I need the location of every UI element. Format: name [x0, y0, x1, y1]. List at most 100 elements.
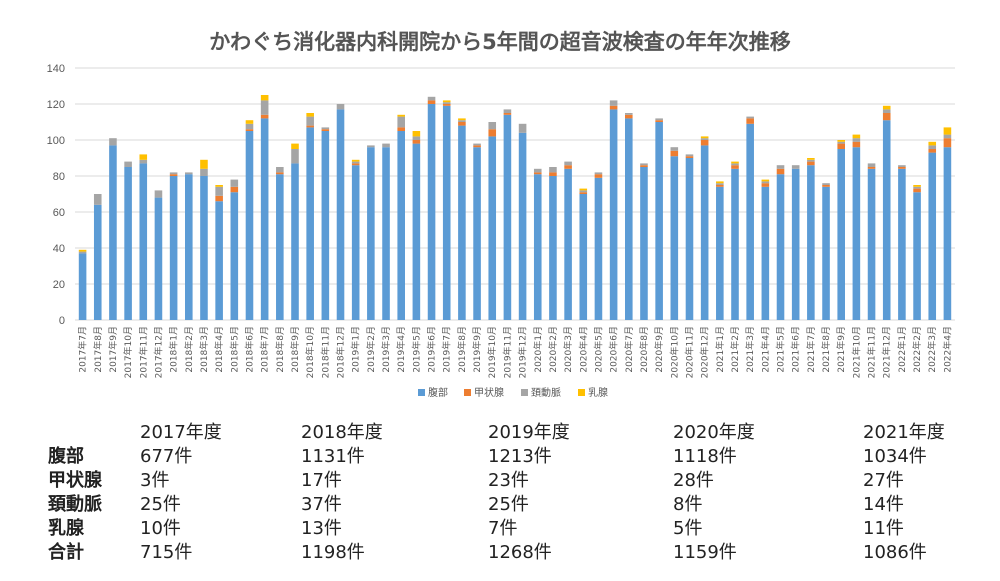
- bar-segment-腹部: [670, 156, 679, 320]
- bar-segment-頚動脈: [488, 122, 497, 130]
- y-axis-ticks: 0 20 40 60 80 100 120 140: [47, 63, 65, 327]
- bar-segment-腹部: [913, 192, 921, 320]
- summary-cell: 10件: [140, 518, 181, 539]
- bar-segment-頚動脈: [230, 179, 239, 187]
- bar-segment-乳腺: [579, 188, 588, 191]
- bar-segment-腹部: [245, 131, 254, 320]
- summary-cell: 1034件: [863, 446, 927, 467]
- bar-segment-頚動脈: [78, 251, 87, 254]
- bar-segment-頚動脈: [321, 127, 330, 130]
- bar-segment-頚動脈: [670, 147, 679, 151]
- bar-segment-甲状腺: [761, 183, 770, 187]
- x-tick-label: 2021年5月: [775, 326, 787, 373]
- bar-segment-乳腺: [200, 159, 208, 169]
- legend-label: 甲状腺: [474, 386, 504, 399]
- summary-row: 頚動脈 25件 37件 25件 8件 14件: [48, 490, 988, 515]
- bar-segment-腹部: [655, 122, 663, 320]
- summary-row-label: 腹部: [48, 446, 84, 467]
- x-tick-label: 2020年6月: [608, 326, 620, 373]
- x-tick-label: 2018年4月: [213, 326, 225, 373]
- x-tick-label: 2019年5月: [410, 326, 422, 373]
- bar-segment-腹部: [594, 177, 603, 320]
- bar-segment-甲状腺: [397, 127, 405, 131]
- bar-segment-頚動脈: [291, 149, 299, 164]
- bar-segment-甲状腺: [655, 120, 663, 122]
- legend-label: 頚動脈: [531, 386, 561, 399]
- bar-segment-乳腺: [458, 118, 466, 121]
- bar-segment-甲状腺: [306, 125, 314, 128]
- bar-segment-腹部: [169, 176, 178, 320]
- bar-segment-甲状腺: [852, 141, 861, 148]
- bar-segment-腹部: [473, 147, 481, 320]
- bar-segment-頚動脈: [351, 161, 360, 164]
- x-tick-label: 2017年10月: [122, 326, 134, 378]
- x-tick-label: 2020年1月: [532, 326, 544, 373]
- bar-segment-腹部: [154, 197, 163, 320]
- summary-cell: 1268件: [488, 542, 552, 563]
- bar-segment-頚動脈: [625, 113, 633, 115]
- bar-segment-乳腺: [260, 95, 269, 101]
- summary-row: 合計 715件 1198件 1268件 1159件 1086件: [48, 538, 988, 563]
- bar-segment-腹部: [488, 136, 497, 320]
- bar-segment-甲状腺: [564, 165, 572, 169]
- bar-segment-甲状腺: [276, 172, 284, 175]
- bar-segment-甲状腺: [640, 165, 648, 167]
- bar-segment-腹部: [685, 158, 694, 320]
- bar-segment-腹部: [867, 168, 876, 320]
- bar-segment-乳腺: [306, 113, 314, 117]
- summary-row-label: 合計: [48, 542, 84, 563]
- bar-segment-甲状腺: [245, 129, 254, 131]
- bars: [78, 95, 952, 321]
- bar-segment-腹部: [579, 194, 588, 320]
- bar-segment-頚動脈: [837, 141, 845, 144]
- summary-cell: 5件: [673, 518, 703, 539]
- bar-segment-腹部: [306, 127, 314, 321]
- bar-segment-腹部: [276, 174, 284, 320]
- bar-segment-甲状腺: [230, 186, 239, 193]
- y-tick-label: 80: [53, 171, 65, 183]
- summary-cell: 25件: [140, 494, 181, 515]
- bar-segment-頚動脈: [807, 159, 815, 162]
- bar-segment-腹部: [898, 168, 906, 320]
- bar-segment-甲状腺: [898, 167, 906, 169]
- bar-segment-甲状腺: [837, 143, 845, 149]
- bar-segment-乳腺: [716, 181, 724, 184]
- summary-cell: 8件: [673, 494, 703, 515]
- x-tick-label: 2021年1月: [714, 326, 726, 373]
- legend-swatch: [578, 389, 585, 396]
- summary-cell: 37件: [301, 494, 342, 515]
- bar-segment-乳腺: [139, 154, 148, 160]
- summary-cell: 17件: [301, 470, 342, 491]
- bar-segment-頚動脈: [397, 116, 405, 128]
- bar-segment-腹部: [776, 174, 785, 320]
- summary-cell: 1198件: [301, 542, 365, 563]
- bar-segment-腹部: [518, 132, 527, 320]
- bar-segment-乳腺: [442, 100, 451, 103]
- x-tick-label: 2019年11月: [501, 326, 513, 378]
- summary-cell: 3件: [140, 470, 170, 491]
- x-axis-ticks: 2017年7月 2017年8月 2017年9月 2017年10月 2017年11月 201…: [77, 326, 954, 378]
- x-tick-label: 2019年4月: [395, 326, 407, 373]
- bar-segment-頚動脈: [913, 186, 921, 189]
- x-tick-label: 2020年5月: [592, 326, 604, 373]
- x-tick-label: 2018年6月: [243, 326, 255, 373]
- bar-segment-頚動脈: [200, 168, 208, 176]
- x-tick-label: 2021年10月: [850, 326, 862, 378]
- bar-segment-頚動脈: [306, 116, 314, 126]
- summary-cell: 23件: [488, 470, 529, 491]
- bar-segment-甲状腺: [503, 113, 512, 115]
- bar-segment-頚動脈: [761, 181, 770, 184]
- summary-cell: 25件: [488, 494, 529, 515]
- bar-segment-腹部: [807, 165, 815, 320]
- legend-swatch: [464, 389, 471, 396]
- bar-segment-甲状腺: [260, 114, 269, 119]
- bar-segment-腹部: [185, 174, 193, 320]
- bar-segment-乳腺: [700, 136, 709, 139]
- bar-segment-腹部: [943, 147, 952, 320]
- x-tick-label: 2017年8月: [92, 326, 104, 373]
- x-tick-label: 2017年11月: [137, 326, 149, 378]
- bar-segment-腹部: [200, 176, 208, 320]
- bar-segment-頚動脈: [533, 168, 542, 173]
- x-tick-label: 2019年12月: [517, 326, 529, 378]
- bar-segment-乳腺: [351, 159, 360, 162]
